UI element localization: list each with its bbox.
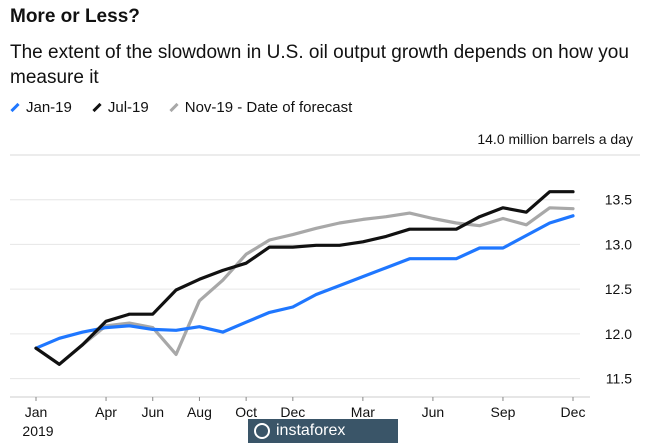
x-tick-label: Jun: [141, 404, 164, 420]
chart-title: More or Less?: [10, 6, 140, 27]
series-line-jul19: [34, 190, 575, 366]
legend-label-jan19: Jan-19: [26, 99, 72, 116]
watermark-logo-icon: [254, 423, 270, 439]
y-tick-label: 13.0: [605, 236, 632, 252]
series-line-jan19: [34, 214, 575, 350]
x-tick-label: Aug: [187, 404, 212, 420]
x-tick-label: Dec: [280, 404, 305, 420]
legend-item-jan19: Jan-19: [10, 99, 72, 116]
x-tick-label: Jun: [422, 404, 445, 420]
x-tick-label: Dec: [561, 404, 586, 420]
watermark-text: instaforex: [276, 422, 346, 439]
y-axis-unit-label: 14.0 million barrels a day: [477, 131, 633, 147]
y-tick-label: 11.5: [606, 371, 632, 387]
chart-subtitle: The extent of the slowdown in U.S. oil o…: [10, 42, 629, 88]
x-tick-label: Mar: [351, 404, 375, 420]
legend-item-jul19: Jul-19: [92, 99, 149, 116]
y-tick-label: 12.5: [605, 281, 632, 297]
legend-label-jul19: Jul-19: [107, 99, 149, 116]
legend-label-nov19: Nov-19 - Date of forecast: [184, 99, 353, 116]
watermark-badge: instaforex: [248, 419, 398, 443]
series-line-nov19: [34, 206, 575, 366]
x-tick-label: Apr: [95, 404, 117, 420]
legend-item-nov19: Nov-19 - Date of forecast: [169, 99, 353, 116]
x-tick-sublabel: 2019: [22, 423, 53, 439]
x-tick-label: Sep: [490, 404, 515, 420]
x-tick-label: Oct: [235, 404, 257, 420]
y-tick-label: 13.5: [605, 192, 632, 208]
x-tick-label: Jan: [25, 404, 48, 420]
legend: Jan-19 Jul-19 Nov-19 - Date of forecast: [10, 99, 352, 116]
y-tick-label: 12.0: [605, 326, 632, 342]
